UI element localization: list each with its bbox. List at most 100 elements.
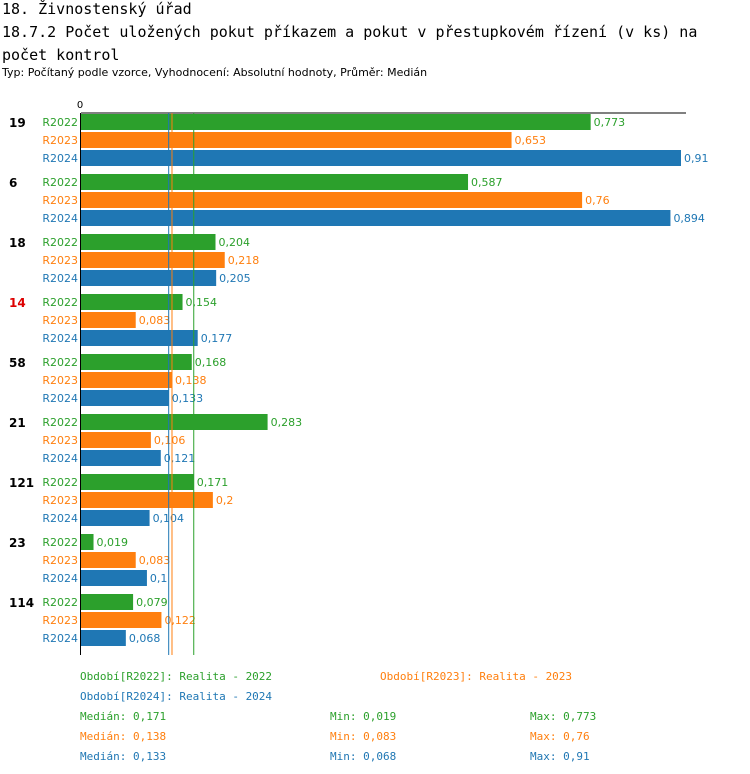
series-label: R2024 bbox=[42, 512, 78, 525]
data-label: 0,106 bbox=[154, 434, 186, 447]
series-label: R2023 bbox=[42, 194, 78, 207]
legend-median-r2022: Medián: 0,171 bbox=[80, 710, 167, 723]
data-label: 0,019 bbox=[97, 536, 128, 549]
bar bbox=[81, 270, 217, 286]
legend-period-r2022: Období[R2022]: Realita - 2022 bbox=[80, 670, 273, 683]
group-label: 18 bbox=[9, 236, 26, 250]
series-label: R2022 bbox=[42, 416, 78, 429]
data-label: 0,171 bbox=[197, 476, 229, 489]
data-label: 0,205 bbox=[219, 272, 251, 285]
data-label: 0,068 bbox=[129, 632, 161, 645]
legend-min-r2023: Min: 0,083 bbox=[330, 730, 397, 743]
bar bbox=[81, 372, 172, 388]
legend-max-r2022: Max: 0,773 bbox=[530, 710, 597, 723]
series-label: R2023 bbox=[42, 494, 78, 507]
group-label: 23 bbox=[9, 536, 26, 550]
bar bbox=[81, 354, 192, 370]
bar bbox=[81, 150, 681, 166]
data-label: 0,083 bbox=[139, 314, 171, 327]
data-label: 0,894 bbox=[673, 212, 705, 225]
data-label: 0,204 bbox=[219, 236, 251, 249]
legend-period-r2023: Období[R2023]: Realita - 2023 bbox=[380, 670, 573, 683]
data-label: 0,283 bbox=[271, 416, 303, 429]
series-label: R2024 bbox=[42, 272, 78, 285]
page-title: 18. Živnostenský úřad bbox=[2, 0, 192, 18]
group-label: 19 bbox=[9, 116, 26, 130]
chart-type-line: Typ: Počítaný podle vzorce, Vyhodnocení:… bbox=[2, 66, 428, 79]
chart-subtitle: 18.7.2 Počet uložených pokut příkazem a … bbox=[2, 23, 698, 64]
data-label: 0,587 bbox=[471, 176, 503, 189]
bar bbox=[81, 132, 512, 148]
bar bbox=[81, 294, 183, 310]
series-label: R2022 bbox=[42, 536, 78, 549]
bar bbox=[81, 252, 225, 268]
series-label: R2022 bbox=[42, 176, 78, 189]
series-label: R2022 bbox=[42, 296, 78, 309]
bar bbox=[81, 390, 169, 406]
data-label: 0,177 bbox=[201, 332, 233, 345]
bar bbox=[81, 552, 136, 568]
bar bbox=[81, 192, 583, 208]
legend-max-r2024: Max: 0,91 bbox=[530, 750, 590, 763]
series-label: R2022 bbox=[42, 596, 78, 609]
bar bbox=[81, 174, 469, 190]
series-label: R2024 bbox=[42, 152, 78, 165]
series-label: R2024 bbox=[42, 452, 78, 465]
bar bbox=[81, 234, 216, 250]
series-label: R2023 bbox=[42, 314, 78, 327]
data-label: 0,1 bbox=[150, 572, 168, 585]
series-label: R2024 bbox=[42, 212, 78, 225]
bar bbox=[81, 510, 150, 526]
bar bbox=[81, 630, 126, 646]
bar bbox=[81, 432, 151, 448]
series-label: R2024 bbox=[42, 572, 78, 585]
legend-period-r2024: Období[R2024]: Realita - 2024 bbox=[80, 690, 273, 703]
legend-median-r2023: Medián: 0,138 bbox=[80, 730, 167, 743]
series-label: R2022 bbox=[42, 116, 78, 129]
data-label: 0,218 bbox=[228, 254, 260, 267]
data-label: 0,2 bbox=[216, 494, 234, 507]
data-label: 0,76 bbox=[585, 194, 610, 207]
data-label: 0,083 bbox=[139, 554, 171, 567]
series-label: R2023 bbox=[42, 554, 78, 567]
series-label: R2023 bbox=[42, 134, 78, 147]
series-label: R2023 bbox=[42, 254, 78, 267]
series-label: R2023 bbox=[42, 614, 78, 627]
data-label: 0,91 bbox=[684, 152, 709, 165]
series-label: R2022 bbox=[42, 236, 78, 249]
bar bbox=[81, 594, 134, 610]
group-label: 121 bbox=[9, 476, 34, 490]
series-label: R2024 bbox=[42, 392, 78, 405]
bar bbox=[81, 492, 213, 508]
data-label: 0,079 bbox=[136, 596, 168, 609]
data-label: 0,168 bbox=[195, 356, 227, 369]
data-label: 0,773 bbox=[594, 116, 626, 129]
series-label: R2023 bbox=[42, 374, 78, 387]
bar bbox=[81, 210, 671, 226]
data-label: 0,133 bbox=[172, 392, 204, 405]
group-label: 14 bbox=[9, 296, 26, 310]
legend-min-r2022: Min: 0,019 bbox=[330, 710, 397, 723]
group-label: 6 bbox=[9, 176, 17, 190]
bar bbox=[81, 330, 198, 346]
group-label: 114 bbox=[9, 596, 34, 610]
series-label: R2022 bbox=[42, 356, 78, 369]
series-label: R2024 bbox=[42, 632, 78, 645]
bar bbox=[81, 474, 194, 490]
bar bbox=[81, 570, 147, 586]
series-label: R2023 bbox=[42, 434, 78, 447]
data-label: 0,138 bbox=[175, 374, 207, 387]
data-label: 0,154 bbox=[186, 296, 218, 309]
data-label: 0,653 bbox=[515, 134, 547, 147]
bar bbox=[81, 450, 161, 466]
x-axis-zero-label: 0 bbox=[77, 100, 83, 111]
legend-min-r2024: Min: 0,068 bbox=[330, 750, 397, 763]
series-label: R2022 bbox=[42, 476, 78, 489]
legend-max-r2023: Max: 0,76 bbox=[530, 730, 590, 743]
legend-median-r2024: Medián: 0,133 bbox=[80, 750, 167, 763]
series-label: R2024 bbox=[42, 332, 78, 345]
bar bbox=[81, 414, 268, 430]
bar bbox=[81, 534, 94, 550]
bar bbox=[81, 114, 591, 130]
